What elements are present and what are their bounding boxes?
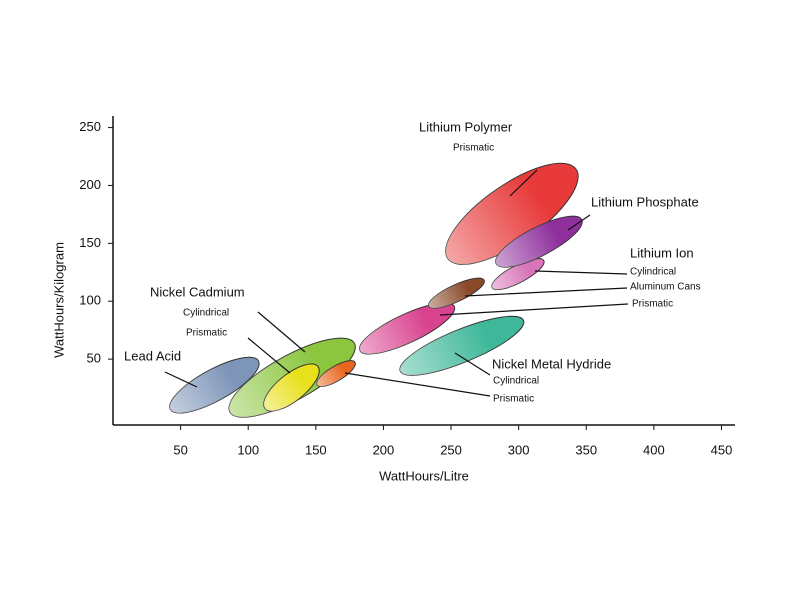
region-shine: [428, 278, 485, 309]
leader-line: [509, 169, 538, 197]
x-tick-label: 200: [373, 442, 395, 457]
y-tick-label: 50: [87, 351, 101, 366]
region-shine: [491, 258, 545, 290]
region-label: Nickel Metal Hydride: [492, 356, 611, 371]
region-shine: [399, 316, 524, 376]
region-group: [263, 363, 320, 412]
y-tick-label: 200: [79, 177, 101, 192]
x-axis-title: WattHours/Litre: [379, 468, 469, 483]
y-axis-title: WattHours/Kilogram: [51, 242, 66, 358]
leader-line: [247, 337, 291, 374]
region-shine: [495, 216, 583, 268]
region-shine: [359, 302, 455, 354]
x-tick-label: 450: [711, 442, 733, 457]
region-label: Lead Acid: [124, 348, 181, 363]
region-label: Lithium Ion: [630, 245, 694, 260]
region-group: [428, 277, 485, 309]
x-tick-label: 350: [575, 442, 597, 457]
y-tick-label: 250: [79, 119, 101, 134]
region-group: [316, 360, 356, 388]
region-label: Prismatic: [186, 328, 227, 339]
x-tick-label: 250: [440, 442, 462, 457]
x-tick-label: 50: [173, 442, 187, 457]
leader-line: [464, 287, 628, 297]
region-shine: [445, 163, 579, 265]
region-shine: [263, 363, 320, 411]
region-group: [359, 302, 456, 355]
leader-line: [257, 311, 306, 353]
region-label: Cylindrical: [183, 308, 229, 319]
x-tick-label: 150: [305, 442, 327, 457]
leader-line: [164, 371, 198, 388]
region-label: Aluminum Cans: [630, 282, 701, 293]
region-label: Prismatic: [493, 394, 534, 405]
region-group: [495, 215, 583, 268]
region-group: [169, 356, 260, 414]
region-label: Lithium Polymer: [419, 119, 513, 134]
region-label: Nickel Cadmium: [150, 284, 245, 299]
region-group: [445, 162, 579, 265]
region-label: Cylindrical: [630, 267, 676, 278]
region-label: Prismatic: [453, 143, 494, 154]
y-tick-label: 150: [79, 235, 101, 250]
regions: [169, 162, 583, 418]
x-tick-label: 400: [643, 442, 665, 457]
region-shine: [169, 357, 260, 413]
x-tick-label: 300: [508, 442, 530, 457]
x-tick-label: 100: [237, 442, 259, 457]
y-tick-label: 100: [79, 293, 101, 308]
leader-line: [534, 270, 628, 275]
leader-line: [344, 372, 491, 397]
leader-line: [439, 303, 629, 316]
leader-line: [454, 352, 491, 376]
leader-lines: [164, 169, 629, 397]
region-label: Cylindrical: [493, 376, 539, 387]
leader-line: [567, 214, 591, 231]
region-label: Prismatic: [632, 299, 673, 310]
region-label: Lithium Phosphate: [591, 194, 699, 209]
region-shine: [316, 360, 356, 387]
